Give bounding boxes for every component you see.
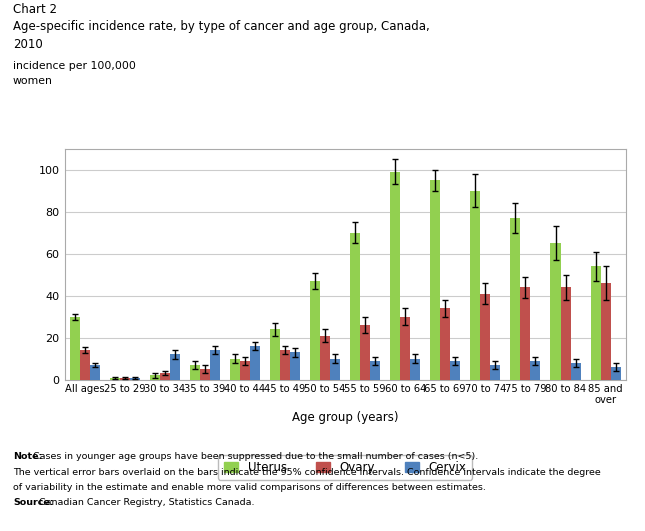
Bar: [510, 218, 521, 380]
Bar: [320, 336, 330, 380]
Bar: [561, 287, 571, 380]
Bar: [110, 378, 119, 380]
Bar: [90, 365, 99, 380]
Bar: [481, 294, 490, 380]
Text: Cases in younger age groups have been suppressed due to the small number of case: Cases in younger age groups have been su…: [30, 452, 478, 461]
Bar: [470, 191, 481, 380]
Text: incidence per 100,000: incidence per 100,000: [13, 61, 136, 71]
Bar: [400, 316, 410, 380]
Bar: [190, 365, 200, 380]
Text: Canadian Cancer Registry, Statistics Canada.: Canadian Cancer Registry, Statistics Can…: [36, 498, 255, 507]
Text: The vertical error bars overlaid on the bars indicate the 95% confidence interva: The vertical error bars overlaid on the …: [13, 468, 600, 477]
Bar: [290, 353, 300, 380]
Bar: [410, 358, 421, 380]
Text: Chart 2: Chart 2: [13, 3, 57, 15]
Bar: [200, 369, 210, 380]
Text: Age-specific incidence rate, by type of cancer and age group, Canada,: Age-specific incidence rate, by type of …: [13, 20, 430, 33]
Bar: [450, 361, 461, 380]
Text: of variability in the estimate and enable more valid comparisons of differences : of variability in the estimate and enabl…: [13, 483, 486, 492]
Text: 2010: 2010: [13, 38, 43, 50]
Bar: [530, 361, 541, 380]
X-axis label: Age group (years): Age group (years): [292, 411, 399, 424]
Bar: [210, 350, 220, 380]
Bar: [250, 346, 260, 380]
Bar: [611, 367, 620, 380]
Bar: [360, 325, 370, 380]
Bar: [310, 281, 320, 380]
Bar: [119, 378, 130, 380]
Bar: [490, 365, 501, 380]
Bar: [550, 243, 561, 380]
Bar: [150, 375, 160, 380]
Text: Note:: Note:: [13, 452, 42, 461]
Bar: [521, 287, 530, 380]
Bar: [330, 358, 340, 380]
Bar: [270, 329, 280, 380]
Bar: [240, 361, 250, 380]
Legend: Uterus, Ovary, Cervix: Uterus, Ovary, Cervix: [218, 455, 472, 479]
Bar: [430, 180, 441, 380]
Bar: [571, 363, 580, 380]
Bar: [600, 283, 611, 380]
Bar: [130, 378, 140, 380]
Bar: [280, 350, 290, 380]
Bar: [370, 361, 380, 380]
Bar: [79, 350, 90, 380]
Bar: [591, 266, 600, 380]
Bar: [390, 172, 400, 380]
Bar: [170, 355, 180, 380]
Text: Source:: Source:: [13, 498, 54, 507]
Bar: [230, 358, 240, 380]
Bar: [160, 373, 170, 380]
Bar: [70, 316, 79, 380]
Bar: [441, 309, 450, 380]
Bar: [350, 233, 360, 380]
Text: women: women: [13, 76, 53, 87]
